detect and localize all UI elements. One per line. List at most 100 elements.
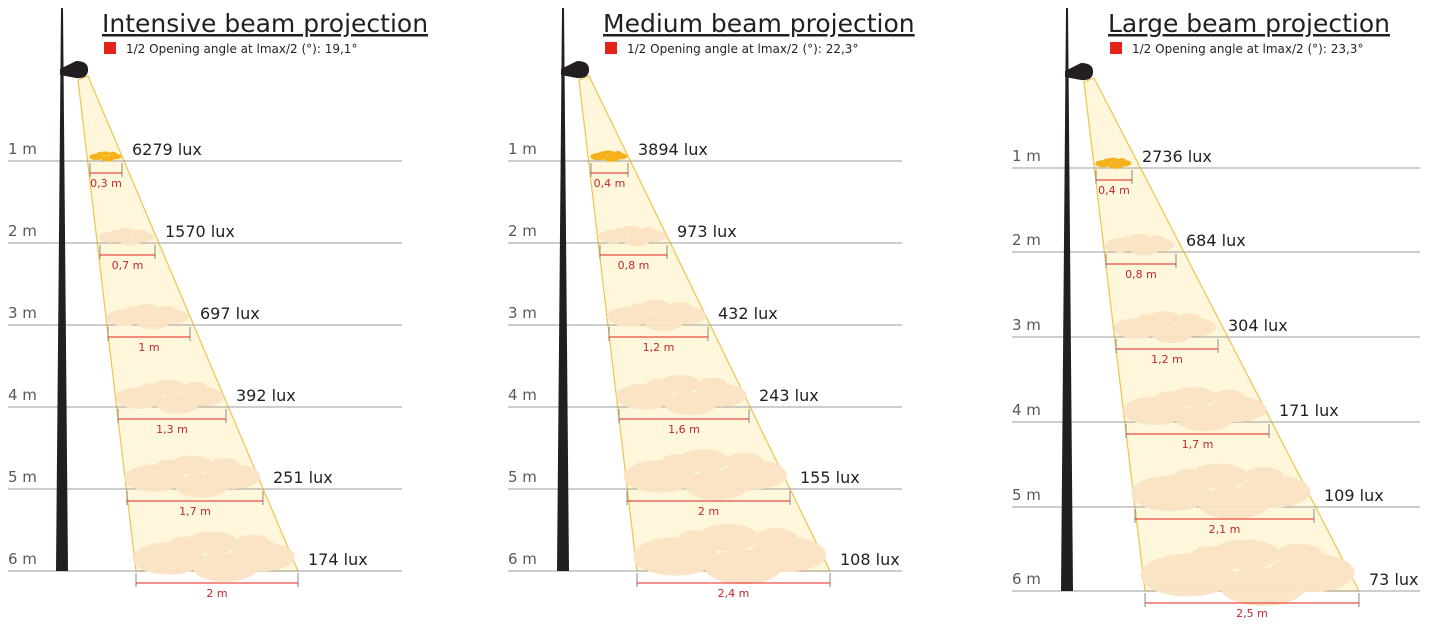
light-spot: [613, 151, 622, 156]
distance-label: 1 m: [1012, 147, 1041, 165]
light-spot: [1275, 543, 1323, 566]
legend-label: 1/2 Opening angle at lmax/2 (°): 22,3°: [627, 42, 858, 56]
light-spot: [1211, 539, 1280, 570]
lamp-head-icon: [561, 61, 590, 79]
distance-label: 1 m: [508, 140, 537, 158]
light-spot: [109, 151, 117, 156]
distance-level-6: 6 m 108 lux 2,4 m: [508, 524, 900, 600]
lux-value: 243 lux: [759, 386, 819, 405]
lux-value: 2736 lux: [1142, 147, 1212, 166]
lamp-pole: [557, 8, 569, 571]
beam-panel-2: Medium beam projection 1/2 Opening angle …: [508, 8, 915, 600]
light-spot: [133, 303, 160, 316]
lux-value: 109 lux: [1324, 486, 1384, 505]
light-spot: [1176, 405, 1234, 432]
beam-panel-1: Intensive beam projection 1/2 Opening ang…: [8, 8, 428, 600]
distance-label: 2 m: [508, 222, 537, 240]
distance-label: 4 m: [508, 386, 537, 404]
light-spot: [133, 229, 146, 235]
distance-label: 3 m: [8, 304, 37, 322]
distance-level-6: 6 m 73 lux 2,5 m: [1012, 539, 1419, 620]
light-spot: [629, 303, 648, 313]
light-spot: [669, 302, 692, 312]
light-spot: [1147, 311, 1181, 326]
light-spot: [155, 394, 199, 414]
light-spot: [1189, 545, 1229, 568]
width-label: 0,4 m: [594, 177, 626, 190]
light-spot: [140, 383, 161, 395]
light-spot: [1130, 242, 1159, 256]
width-label: 1,6 m: [668, 423, 700, 436]
light-spot: [1107, 157, 1119, 163]
light-spot: [661, 454, 691, 471]
light-spot: [677, 449, 730, 473]
light-spot: [169, 455, 213, 475]
lux-value: 155 lux: [800, 468, 860, 487]
lux-value: 6279 lux: [132, 140, 202, 159]
distance-label: 6 m: [1012, 570, 1041, 588]
distance-label: 4 m: [1012, 401, 1041, 419]
width-label: 2 m: [206, 587, 227, 600]
light-spot: [192, 552, 258, 582]
legend-label: 1/2 Opening angle at lmax/2 (°): 19,1°: [126, 42, 357, 56]
width-label: 2,4 m: [718, 587, 750, 600]
light-spot: [602, 150, 615, 156]
light-spot: [643, 313, 684, 331]
width-label: 1,7 m: [1182, 438, 1214, 451]
light-spot: [101, 155, 114, 162]
light-spot: [614, 227, 627, 235]
light-spot: [726, 452, 763, 469]
light-spot: [1178, 313, 1201, 324]
light-spot: [234, 534, 271, 551]
light-spot: [1219, 567, 1306, 606]
light-spot: [623, 234, 651, 247]
width-label: 1 m: [138, 341, 159, 354]
light-spot: [704, 549, 782, 585]
light-spot: [639, 300, 672, 314]
distance-label: 5 m: [1012, 486, 1041, 504]
distance-level-2: 2 m 684 lux 0,8 m: [1012, 231, 1246, 281]
light-spot: [1244, 467, 1284, 485]
light-spot: [1108, 162, 1124, 169]
distance-level-6: 6 m 174 lux 2 m: [8, 531, 368, 600]
distance-label: 1 m: [8, 140, 37, 158]
light-spot: [646, 378, 670, 392]
light-spot: [1148, 235, 1165, 243]
lamp-head-icon: [60, 61, 89, 79]
legend-swatch: [1110, 42, 1122, 54]
width-label: 1,3 m: [156, 423, 188, 436]
distance-level-5: 5 m 251 lux 1,7 m: [8, 455, 333, 518]
width-label: 0,3 m: [90, 177, 122, 190]
distance-label: 6 m: [8, 550, 37, 568]
distance-label: 2 m: [1012, 231, 1041, 249]
light-spot: [659, 374, 701, 394]
width-label: 0,7 m: [112, 259, 144, 272]
lamp-pole: [1061, 8, 1073, 591]
light-spot: [1127, 233, 1151, 244]
light-spot: [96, 151, 103, 156]
width-label: 0,4 m: [1098, 184, 1130, 197]
light-spot: [1137, 314, 1156, 325]
distance-label: 4 m: [8, 386, 37, 404]
panel-title: Large beam projection: [1108, 9, 1390, 38]
light-spot: [209, 458, 240, 472]
distance-label: 3 m: [1012, 316, 1041, 334]
lux-value: 973 lux: [677, 222, 737, 241]
distance-level-4: 4 m 243 lux 1,6 m: [508, 374, 819, 436]
width-label: 0,8 m: [618, 259, 650, 272]
lux-value: 171 lux: [1279, 401, 1339, 420]
distance-level-1: 1 m 3894 lux 0,4 m: [508, 140, 708, 190]
beam-panel-3: Large beam projection 1/2 Opening angle a…: [1012, 8, 1420, 620]
distance-level-2: 2 m 973 lux 0,8 m: [508, 222, 737, 272]
distance-level-3: 3 m 697 lux 1 m: [8, 303, 260, 354]
distance-level-5: 5 m 155 lux 2 m: [508, 449, 860, 518]
distance-level-4: 4 m 171 lux 1,7 m: [1012, 386, 1339, 451]
light-spot: [620, 225, 643, 235]
lamp-head-icon: [1065, 63, 1094, 81]
distance-label: 6 m: [508, 550, 537, 568]
light-spot: [1151, 324, 1193, 344]
legend-swatch: [605, 42, 617, 54]
distance-label: 5 m: [508, 468, 537, 486]
light-spot: [151, 379, 187, 396]
lux-value: 3894 lux: [638, 140, 708, 159]
